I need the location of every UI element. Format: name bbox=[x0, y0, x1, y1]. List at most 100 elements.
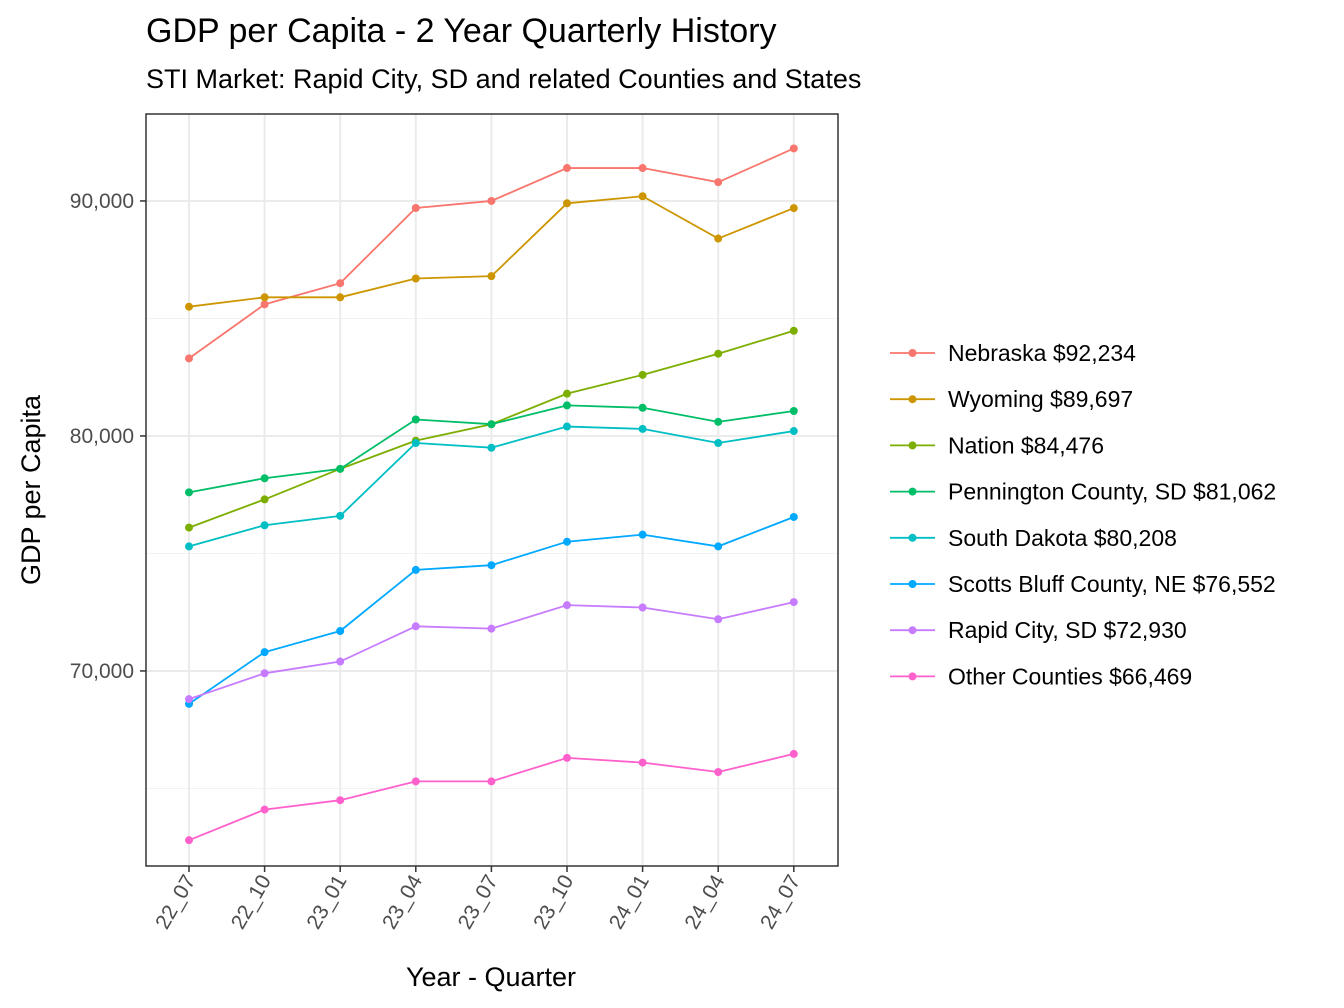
legend: Nebraska $92,234 Wyoming $89,697 Nation $8… bbox=[890, 340, 1276, 689]
x-tick-label: 23_07 bbox=[454, 871, 503, 933]
x-tick-label: 23_04 bbox=[378, 871, 427, 933]
chart-subtitle: STI Market: Rapid City, SD and related C… bbox=[146, 64, 862, 94]
series-layer bbox=[185, 144, 798, 845]
data-point bbox=[336, 627, 345, 635]
legend-key-point bbox=[908, 580, 917, 588]
legend-item: Scotts Bluff County, NE $76,552 bbox=[890, 571, 1276, 597]
data-point bbox=[563, 164, 571, 173]
data-point bbox=[336, 796, 345, 805]
data-point bbox=[487, 420, 496, 429]
data-point bbox=[638, 530, 647, 539]
data-point bbox=[185, 488, 193, 497]
data-point bbox=[638, 603, 647, 612]
legend-key-point bbox=[908, 533, 917, 542]
chart-title: GDP per Capita - 2 Year Quarterly Histor… bbox=[146, 12, 777, 50]
data-point bbox=[185, 695, 193, 704]
data-point bbox=[185, 523, 193, 532]
data-point bbox=[714, 768, 723, 776]
data-point bbox=[260, 805, 269, 814]
data-point bbox=[185, 302, 193, 311]
data-point bbox=[336, 511, 345, 520]
x-tick-label: 24_07 bbox=[756, 871, 805, 933]
legend-label: Scotts Bluff County, NE $76,552 bbox=[948, 571, 1276, 597]
data-point bbox=[563, 199, 571, 208]
data-point bbox=[714, 439, 723, 447]
data-point bbox=[563, 422, 571, 431]
data-point bbox=[714, 178, 723, 187]
data-point bbox=[260, 521, 269, 530]
data-point bbox=[563, 389, 571, 398]
x-tick-label: 23_10 bbox=[529, 871, 578, 933]
data-point bbox=[411, 777, 420, 786]
y-tick-label: 90,000 bbox=[70, 190, 134, 213]
legend-item: Nebraska $92,234 bbox=[890, 340, 1136, 366]
data-point bbox=[714, 349, 723, 358]
y-tick-label: 80,000 bbox=[70, 425, 134, 448]
data-point bbox=[789, 598, 798, 607]
data-point bbox=[638, 370, 647, 379]
data-point bbox=[789, 427, 798, 436]
legend-key-point bbox=[908, 441, 917, 450]
data-point bbox=[487, 196, 496, 205]
x-tick-label: 22_07 bbox=[151, 871, 200, 933]
data-point bbox=[260, 293, 269, 302]
data-point bbox=[336, 279, 345, 288]
data-point bbox=[638, 192, 647, 201]
data-point bbox=[563, 537, 571, 546]
data-point bbox=[789, 204, 798, 213]
data-point bbox=[638, 758, 647, 767]
data-point bbox=[789, 144, 798, 153]
legend-item: Other Counties $66,469 bbox=[890, 663, 1192, 689]
legend-item: Rapid City, SD $72,930 bbox=[890, 617, 1187, 643]
data-point bbox=[563, 401, 571, 410]
legend-item: Nation $84,476 bbox=[890, 432, 1104, 458]
series-group bbox=[185, 749, 798, 845]
data-point bbox=[638, 403, 647, 412]
data-point bbox=[789, 406, 798, 415]
data-point bbox=[336, 657, 345, 666]
legend-item: South Dakota $80,208 bbox=[890, 525, 1177, 551]
y-tick-label: 70,000 bbox=[70, 660, 134, 683]
gridlines bbox=[146, 114, 838, 866]
data-point bbox=[411, 415, 420, 424]
data-point bbox=[638, 424, 647, 433]
data-point bbox=[411, 622, 420, 631]
data-point bbox=[487, 561, 496, 570]
data-point bbox=[714, 417, 723, 426]
legend-key-point bbox=[908, 672, 917, 681]
data-point bbox=[714, 542, 723, 551]
legend-key-point bbox=[908, 487, 917, 496]
data-point bbox=[563, 601, 571, 610]
data-point bbox=[336, 464, 345, 473]
data-point bbox=[487, 777, 496, 786]
data-point bbox=[411, 439, 420, 447]
y-axis-title: GDP per Capita bbox=[16, 394, 46, 585]
data-point bbox=[336, 293, 345, 302]
data-point bbox=[714, 615, 723, 624]
legend-item: Wyoming $89,697 bbox=[890, 386, 1133, 412]
data-point bbox=[789, 749, 798, 758]
legend-label: Nation $84,476 bbox=[948, 432, 1104, 458]
legend-label: Rapid City, SD $72,930 bbox=[948, 617, 1187, 643]
data-point bbox=[260, 474, 269, 483]
data-point bbox=[789, 512, 798, 521]
data-point bbox=[411, 565, 420, 574]
data-point bbox=[411, 274, 420, 283]
data-point bbox=[185, 542, 193, 551]
data-point bbox=[411, 204, 420, 212]
series-group bbox=[185, 598, 798, 704]
data-point bbox=[260, 300, 269, 309]
x-tick-label: 22_10 bbox=[227, 871, 276, 933]
data-point bbox=[487, 272, 496, 281]
legend-key-point bbox=[908, 349, 917, 357]
data-point bbox=[260, 669, 269, 678]
legend-label: Pennington County, SD $81,062 bbox=[948, 479, 1276, 505]
data-point bbox=[487, 624, 496, 633]
series-group bbox=[185, 401, 798, 497]
legend-key-point bbox=[908, 626, 917, 635]
legend-label: Other Counties $66,469 bbox=[948, 663, 1192, 689]
data-point bbox=[563, 753, 571, 762]
data-point bbox=[185, 354, 193, 363]
legend-label: Nebraska $92,234 bbox=[948, 340, 1136, 366]
